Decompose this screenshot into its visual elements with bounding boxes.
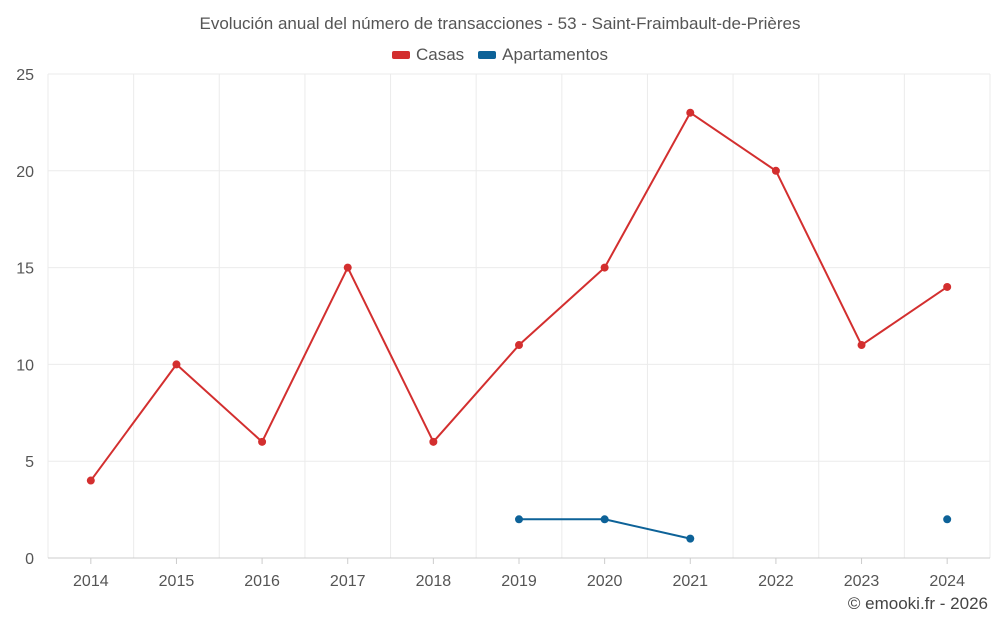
legend-item-apartamentos[interactable]: Apartamentos: [478, 45, 608, 65]
y-tick-label: 20: [16, 164, 34, 181]
data-point-apartamentos: [515, 515, 523, 524]
x-tick-label: 2018: [416, 573, 452, 590]
y-tick-label: 5: [25, 454, 34, 471]
data-point-apartamentos: [943, 515, 952, 524]
x-tick-label: 2016: [244, 573, 280, 590]
x-tick-label: 2024: [929, 573, 965, 590]
legend-label-casas: Casas: [415, 45, 465, 64]
legend-swatch-apartamentos: [478, 51, 497, 59]
x-tick-label: 2021: [672, 573, 708, 590]
y-tick-label: 0: [25, 551, 34, 568]
x-tick-label: 2015: [159, 573, 195, 590]
legend-swatch-casas: [391, 51, 410, 59]
y-tick-label: 25: [16, 67, 34, 84]
data-point-apartamentos: [600, 515, 609, 524]
x-tick-label: 2020: [587, 573, 623, 590]
y-tick-label: 15: [16, 261, 34, 278]
y-tick-label: 10: [16, 357, 34, 374]
credit-text: © emooki.fr - 2026: [847, 594, 988, 613]
x-tick-label: 2023: [844, 573, 880, 590]
data-point-casas: [515, 341, 523, 350]
data-point-casas: [429, 437, 438, 446]
legend-label-apartamentos: Apartamentos: [502, 45, 609, 64]
chart-title: Evolución anual del número de transaccio…: [199, 14, 801, 33]
data-point-casas: [172, 360, 181, 369]
data-point-casas: [771, 166, 780, 175]
data-point-casas: [943, 282, 952, 291]
x-tick-label: 2019: [501, 573, 537, 590]
x-tick-label: 2022: [758, 573, 794, 590]
data-point-casas: [857, 341, 866, 350]
legend: Casas Apartamentos: [0, 45, 1000, 65]
x-tick-label: 2014: [73, 573, 109, 590]
data-point-casas: [258, 437, 267, 446]
data-point-casas: [686, 108, 695, 117]
legend-item-casas[interactable]: Casas: [391, 45, 465, 65]
x-tick-label: 2017: [330, 573, 366, 590]
data-point-apartamentos: [686, 534, 695, 543]
data-point-casas: [86, 476, 95, 485]
data-point-casas: [343, 263, 352, 272]
data-point-casas: [600, 263, 609, 272]
